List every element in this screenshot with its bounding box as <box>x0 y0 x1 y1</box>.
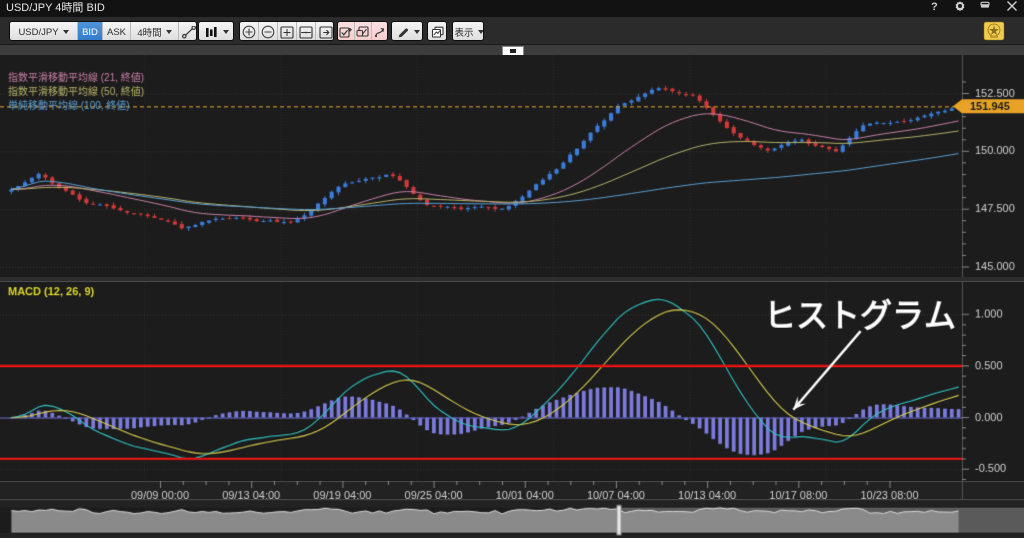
svg-text:?: ? <box>931 1 938 12</box>
